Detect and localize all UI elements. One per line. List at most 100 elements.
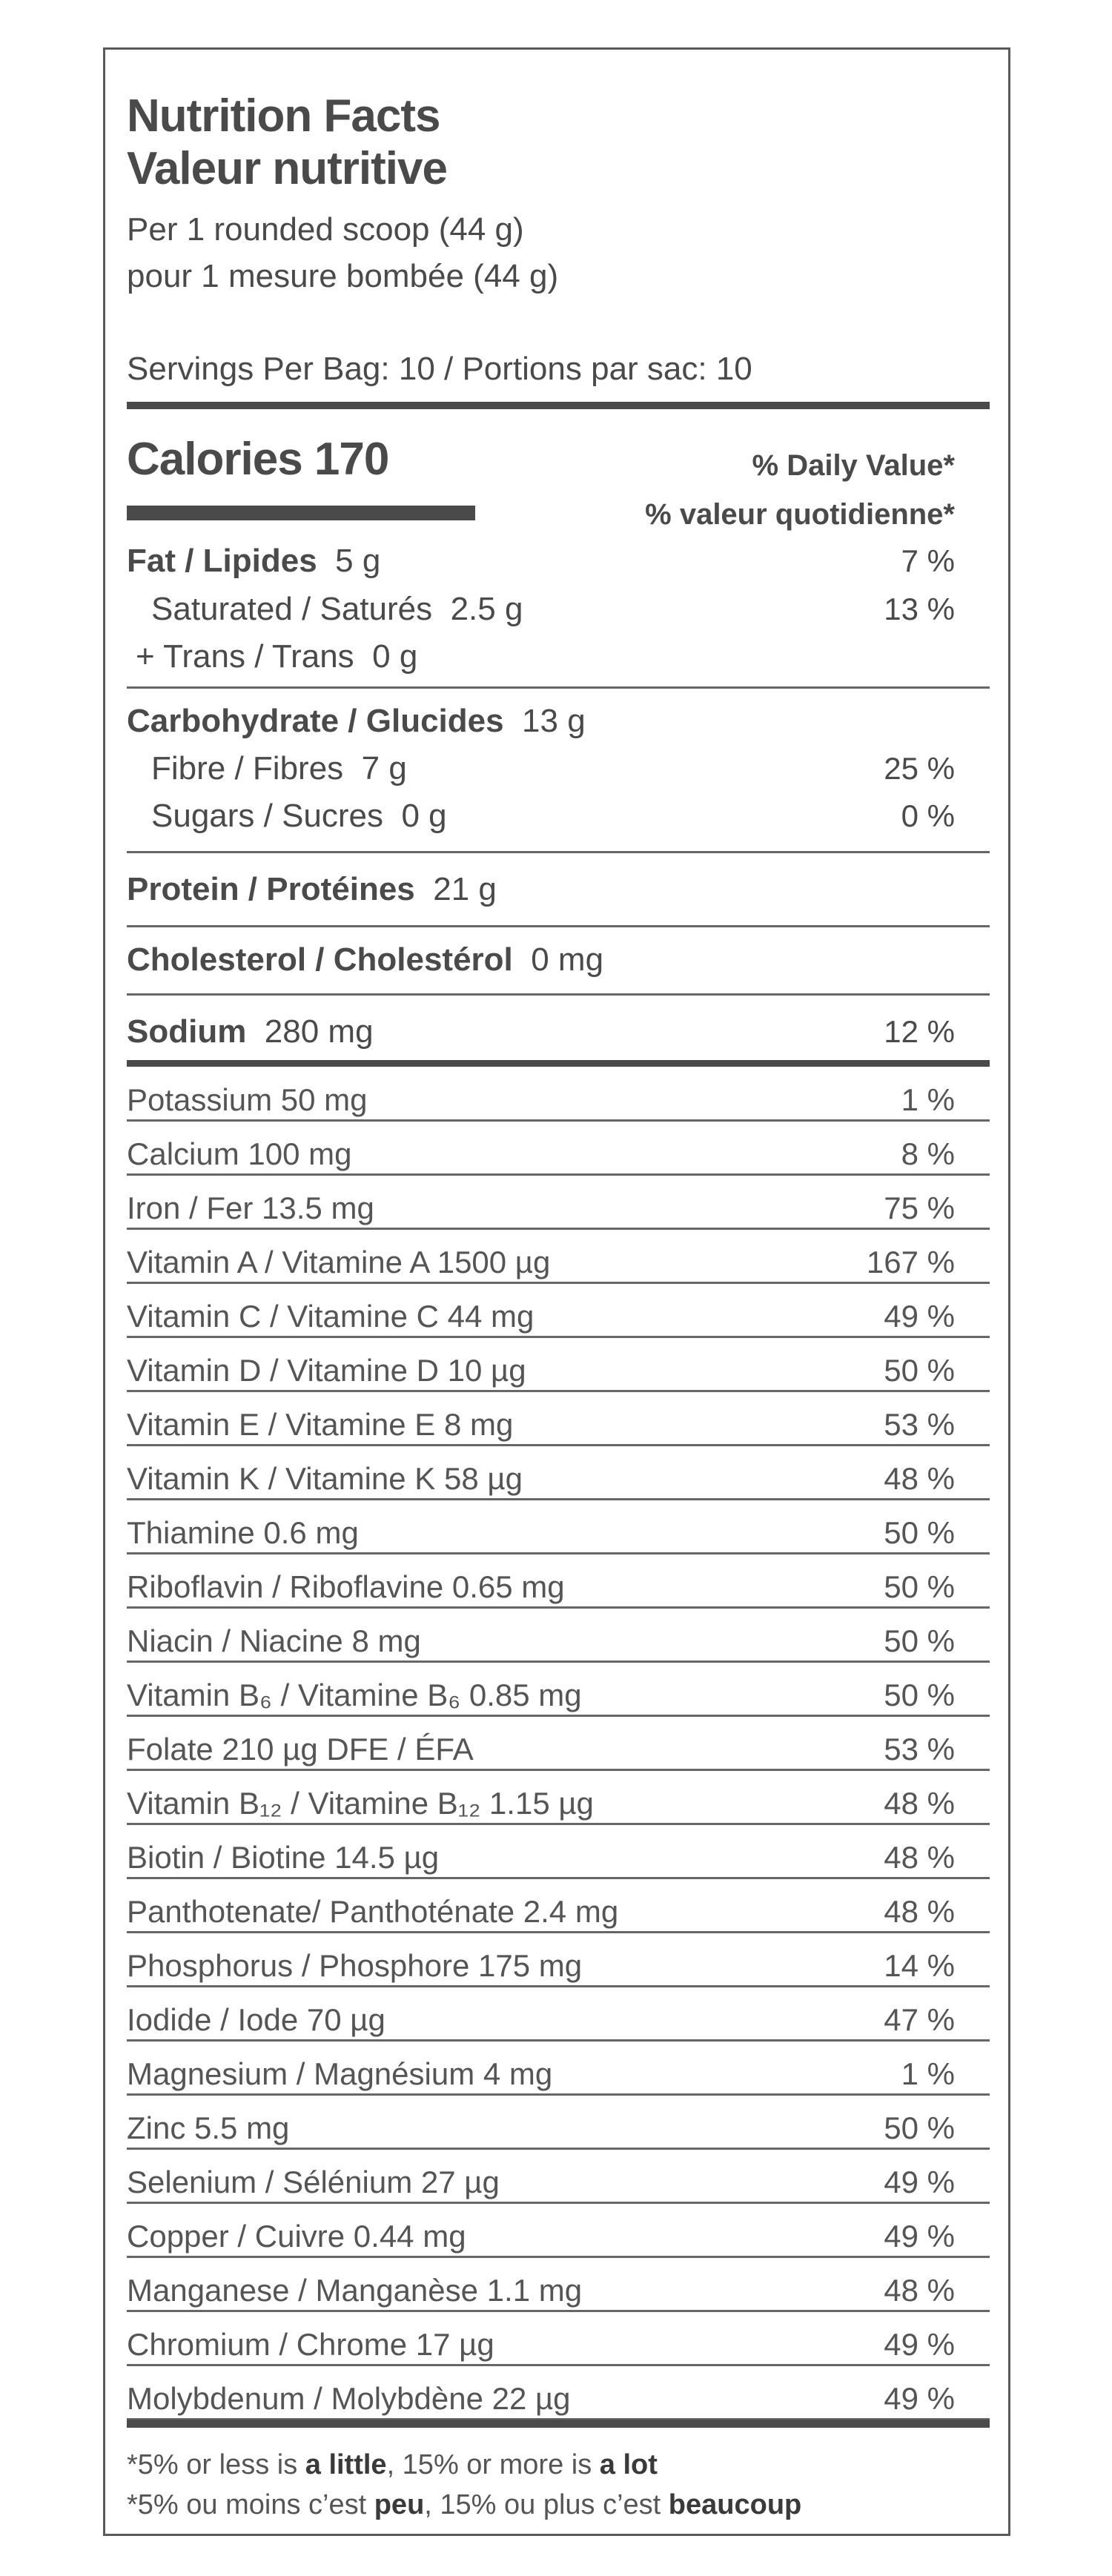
nutrient-row: Vitamin K / Vitamine K 58 µg 48 % (127, 1446, 990, 1500)
nutrient-dv: 50 % (884, 1515, 955, 1550)
nutrient-dv: 1 % (901, 2056, 955, 2091)
cholesterol-row: Cholesterol / Cholestérol 0 mg (127, 941, 604, 978)
nutrient-dv: 49 % (884, 2165, 955, 2199)
nutrient-name: Niacin / Niacine 8 mg (127, 1623, 421, 1658)
nutrient-row: Biotin / Biotine 14.5 µg 48 % (127, 1825, 990, 1879)
nutrient-name: Iron / Fer 13.5 mg (127, 1191, 374, 1225)
nutrient-name: Folate 210 µg DFE / ÉFA (127, 1732, 474, 1767)
nutrient-name: Molybdenum / Molybdène 22 µg (127, 2381, 571, 2416)
divider (127, 851, 990, 853)
nutrient-row: Copper / Cuivre 0.44 mg 49 % (127, 2204, 990, 2258)
divider (127, 686, 990, 689)
nutrient-dv: 49 % (884, 2381, 955, 2416)
nutrient-name: Vitamin E / Vitamine E 8 mg (127, 1407, 514, 1442)
nutrient-dv: 49 % (884, 2327, 955, 2362)
nutrient-name: Potassium 50 mg (127, 1082, 368, 1117)
daily-value-header-fr: % valeur quotidienne* (645, 498, 955, 531)
nutrient-name: Vitamin K / Vitamine K 58 µg (127, 1461, 523, 1496)
nutrient-name: Thiamine 0.6 mg (127, 1515, 359, 1550)
fibre-row: Fibre / Fibres 7 g (151, 750, 407, 787)
nutrient-name: Vitamin C / Vitamine C 44 mg (127, 1299, 535, 1334)
nutrient-name: Chromium / Chrome 17 µg (127, 2327, 494, 2362)
nutrient-row: Riboflavin / Riboflavine 0.65 mg 50 % (127, 1554, 990, 1609)
nutrient-name: Biotin / Biotine 14.5 µg (127, 1840, 440, 1875)
nutrient-dv: 48 % (884, 1786, 955, 1821)
nutrient-dv: 48 % (884, 1894, 955, 1929)
thick-divider (127, 1060, 990, 1067)
nutrient-row: Vitamin B₁₂ / Vitamine B₁₂ 1.15 µg 48 % (127, 1771, 990, 1825)
nutrient-name: Vitamin B₁₂ / Vitamine B₁₂ 1.15 µg (127, 1786, 594, 1821)
divider (127, 993, 990, 996)
sugars-dv: 0 % (901, 798, 955, 833)
nutrient-name: Vitamin A / Vitamine A 1500 µg (127, 1245, 551, 1279)
nutrient-name: Calcium 100 mg (127, 1136, 352, 1171)
nutrient-row: Niacin / Niacine 8 mg 50 % (127, 1609, 990, 1663)
nutrient-row: Molybdenum / Molybdène 22 µg 49 % (127, 2366, 990, 2420)
nutrient-row: Phosphorus / Phosphore 175 mg 14 % (127, 1933, 990, 1987)
nutrient-dv: 49 % (884, 1299, 955, 1334)
calories-bar (127, 506, 475, 520)
nutrient-row: Panthotenate/ Panthoténate 2.4 mg 48 % (127, 1879, 990, 1933)
nutrient-row: Selenium / Sélénium 27 µg 49 % (127, 2150, 990, 2204)
daily-value-header-en: % Daily Value* (752, 449, 955, 482)
nutrient-name: Selenium / Sélénium 27 µg (127, 2165, 500, 2199)
nutrient-dv: 75 % (884, 1191, 955, 1225)
nutrient-dv: 50 % (884, 1623, 955, 1658)
vitamins-minerals-list: Potassium 50 mg 1 % Calcium 100 mg 8 % Iron … (127, 1067, 990, 2420)
nutrient-name: Panthotenate/ Panthoténate 2.4 mg (127, 1894, 619, 1929)
trans-row: + Trans / Trans 0 g (136, 638, 418, 675)
nutrient-name: Manganese / Manganèse 1.1 mg (127, 2273, 583, 2308)
nutrient-dv: 49 % (884, 2219, 955, 2254)
servings-per-container: Servings Per Bag: 10 / Portions par sac:… (127, 351, 752, 387)
nutrient-row: Chromium / Chrome 17 µg 49 % (127, 2312, 990, 2366)
nutrition-facts-panel (103, 47, 1010, 2536)
nutrient-dv: 8 % (901, 1136, 955, 1171)
nutrient-dv: 48 % (884, 1840, 955, 1875)
nutrient-row: Potassium 50 mg 1 % (127, 1067, 990, 1122)
nutrient-dv: 1 % (901, 1082, 955, 1117)
nutrient-dv: 48 % (884, 1461, 955, 1496)
nutrient-dv: 14 % (884, 1948, 955, 1983)
nutrient-name: Vitamin D / Vitamine D 10 µg (127, 1353, 526, 1388)
nutrient-row: Manganese / Manganèse 1.1 mg 48 % (127, 2258, 990, 2312)
nutrient-dv: 50 % (884, 1678, 955, 1712)
nutrient-row: Vitamin A / Vitamine A 1500 µg 167 % (127, 1230, 990, 1284)
footnote-fr: *5% ou moins c’est peu, 15% ou plus c’es… (127, 2489, 802, 2520)
nutrient-name: Riboflavin / Riboflavine 0.65 mg (127, 1569, 565, 1604)
nutrient-dv: 50 % (884, 2110, 955, 2145)
nutrient-dv: 167 % (866, 1245, 955, 1279)
saturated-row: Saturated / Saturés 2.5 g (151, 591, 523, 627)
nutrient-name: Copper / Cuivre 0.44 mg (127, 2219, 466, 2254)
sodium-row: Sodium 280 mg (127, 1013, 374, 1050)
serving-size-fr: pour 1 mesure bombée (44 g) (127, 258, 559, 294)
fat-row: Fat / Lipides 5 g (127, 543, 381, 579)
serving-size-en: Per 1 rounded scoop (44 g) (127, 211, 524, 248)
sugars-row: Sugars / Sucres 0 g (151, 798, 447, 834)
nutrient-dv: 50 % (884, 1569, 955, 1604)
nutrient-row: Calcium 100 mg 8 % (127, 1122, 990, 1176)
nutrient-name: Magnesium / Magnésium 4 mg (127, 2056, 553, 2091)
thick-divider (127, 2420, 990, 2428)
nutrient-row: Folate 210 µg DFE / ÉFA 53 % (127, 1717, 990, 1771)
footnote-en: *5% or less is a little, 15% or more is … (127, 2449, 658, 2480)
sodium-dv: 12 % (884, 1014, 955, 1049)
protein-row: Protein / Protéines 21 g (127, 871, 497, 907)
nutrient-dv: 53 % (884, 1732, 955, 1767)
nutrient-row: Vitamin C / Vitamine C 44 mg 49 % (127, 1284, 990, 1338)
calories: Calories 170 (127, 434, 389, 485)
nutrient-row: Magnesium / Magnésium 4 mg 1 % (127, 2042, 990, 2096)
nutrient-row: Vitamin E / Vitamine E 8 mg 53 % (127, 1392, 990, 1446)
nutrient-row: Iodide / Iode 70 µg 47 % (127, 1987, 990, 2042)
carbohydrate-row: Carbohydrate / Glucides 13 g (127, 703, 586, 739)
divider (127, 925, 990, 927)
thick-divider (127, 402, 990, 409)
nutrient-row: Iron / Fer 13.5 mg 75 % (127, 1176, 990, 1230)
nutrient-row: Thiamine 0.6 mg 50 % (127, 1500, 990, 1554)
nutrient-row: Vitamin D / Vitamine D 10 µg 50 % (127, 1338, 990, 1392)
saturated-dv: 13 % (884, 592, 955, 626)
nutrient-name: Zinc 5.5 mg (127, 2110, 290, 2145)
nutrient-row: Vitamin B₆ / Vitamine B₆ 0.85 mg 50 % (127, 1663, 990, 1717)
nutrient-name: Iodide / Iode 70 µg (127, 2002, 385, 2037)
title-en: Nutrition Facts (127, 90, 440, 142)
nutrient-name: Phosphorus / Phosphore 175 mg (127, 1948, 583, 1983)
